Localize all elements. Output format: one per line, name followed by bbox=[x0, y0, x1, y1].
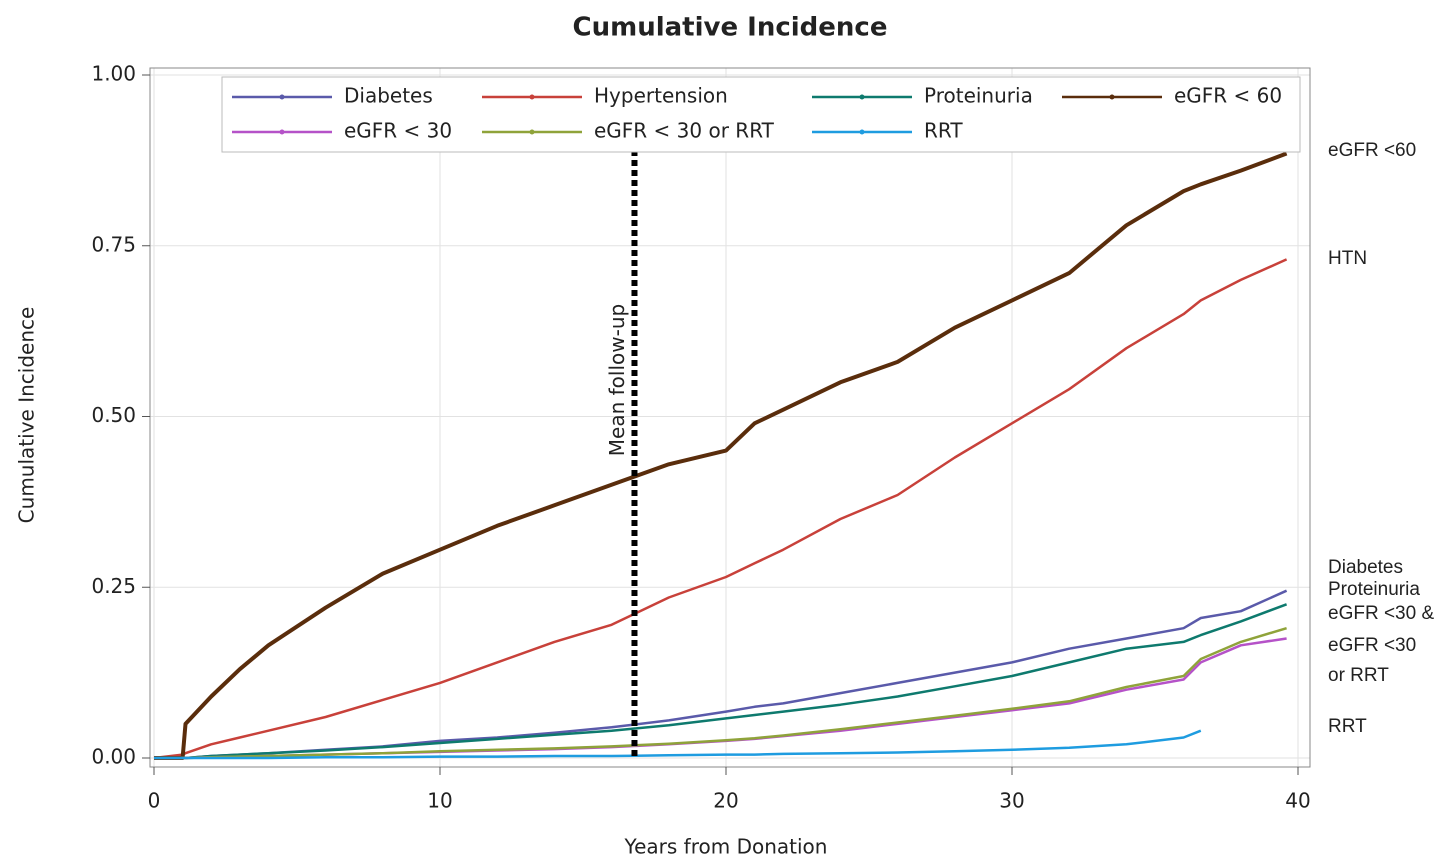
right-label: eGFR <30 & bbox=[1328, 603, 1434, 624]
grid bbox=[150, 68, 1310, 767]
legend-label: eGFR < 30 bbox=[344, 119, 452, 143]
legend-label: eGFR < 60 bbox=[1174, 84, 1282, 108]
y-axis-label: Cumulative Incidence bbox=[15, 307, 39, 524]
reference-label: Mean follow-up bbox=[605, 304, 629, 456]
legend-label: Diabetes bbox=[344, 84, 433, 108]
x-tick-label: 30 bbox=[999, 789, 1024, 813]
legend-marker bbox=[1109, 94, 1115, 100]
series-line bbox=[154, 627, 1287, 760]
series-line bbox=[153, 258, 1288, 760]
right-label: eGFR <60 bbox=[1328, 140, 1416, 161]
x-tick-label: 10 bbox=[427, 789, 452, 813]
legend-box bbox=[221, 76, 1301, 153]
right-label: HTN bbox=[1328, 248, 1367, 269]
legend-marker bbox=[859, 94, 865, 100]
right-label: RRT bbox=[1328, 716, 1367, 737]
legend-label: RRT bbox=[924, 119, 963, 143]
legend-marker bbox=[529, 94, 535, 100]
series-line bbox=[154, 589, 1288, 760]
y-tick-label: 1.00 bbox=[91, 62, 136, 86]
y-tick-label: 0.25 bbox=[91, 574, 136, 598]
right-label: Diabetes bbox=[1328, 557, 1403, 578]
legend-label: eGFR < 30 or RRT bbox=[594, 119, 775, 143]
y-tick-label: 0.50 bbox=[91, 403, 136, 427]
legend-marker bbox=[859, 129, 865, 135]
legend-label: Hypertension bbox=[594, 84, 728, 108]
y-tick-label: 0.75 bbox=[91, 232, 136, 256]
series-line bbox=[154, 151, 1288, 760]
right-label: Proteinuria bbox=[1328, 579, 1420, 600]
y-tick-label: 0.00 bbox=[91, 745, 136, 769]
right-label: eGFR <30 bbox=[1328, 635, 1416, 656]
x-tick-label: 0 bbox=[148, 789, 161, 813]
series-line bbox=[154, 729, 1202, 760]
legend-marker bbox=[529, 129, 535, 135]
right-label: or RRT bbox=[1328, 665, 1389, 686]
x-axis-label: Years from Donation bbox=[624, 835, 828, 859]
legend-marker bbox=[279, 129, 285, 135]
plot-frame bbox=[149, 67, 1311, 768]
legend-label: Proteinuria bbox=[924, 84, 1033, 108]
x-tick-label: 40 bbox=[1285, 789, 1310, 813]
x-tick-label: 20 bbox=[713, 789, 738, 813]
chart-title: Cumulative Incidence bbox=[573, 13, 888, 43]
series-line bbox=[154, 603, 1288, 760]
legend-marker bbox=[279, 94, 285, 100]
